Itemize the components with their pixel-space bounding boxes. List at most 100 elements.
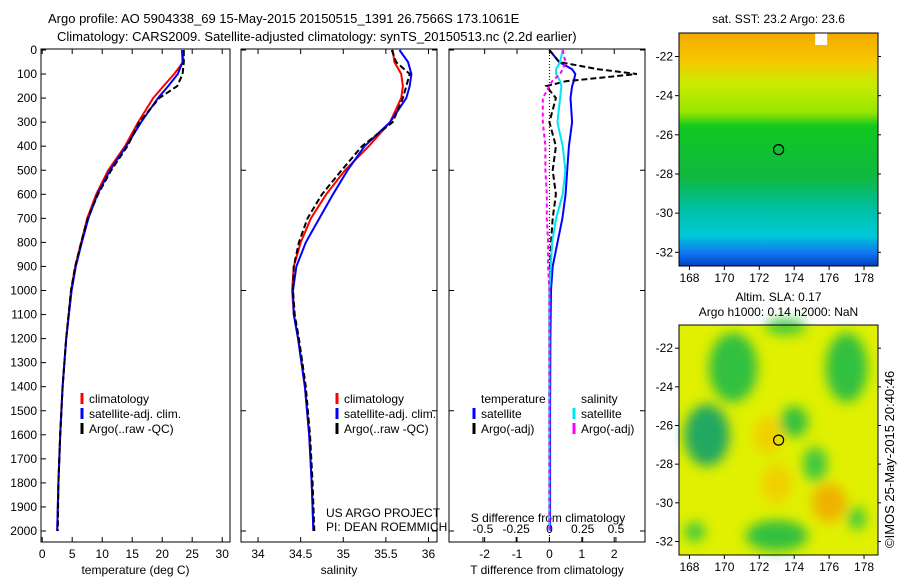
sla-map-title: Altim. SLA: 0.17 [735,290,821,304]
x-tick-label: 25 [186,547,200,561]
lat-tick-label: -22 [656,341,674,355]
x-tick-label: 35 [337,547,351,561]
sla-blob [745,520,808,552]
x-tick-label: 10 [96,547,110,561]
x-tick-label: 20 [156,547,170,561]
series-line-t-satellite [548,49,577,531]
project-label: US ARGO PROJECT [326,506,441,520]
lat-tick-label: -32 [656,245,674,259]
series-line-climatology [291,49,404,532]
lon-tick-label: 174 [784,271,804,285]
legend-label: Argo(-adj) [581,422,634,436]
lon-tick-label: 168 [679,271,699,285]
panel-frame-salinity [240,48,438,543]
lat-tick-label: -28 [656,457,674,471]
lon-tick-label: 172 [749,560,769,574]
sla-map-subtitle: Argo h1000: 0.14 h2000: NaN [699,305,858,319]
series-line-s-argo-adj- [541,49,567,531]
y-tick-label: 100 [17,67,37,81]
x-tick-label: 34 [251,547,265,561]
y-tick-label: 1200 [10,332,37,346]
x-tick-label: 35.5 [374,547,398,561]
panel-frame-difference [448,48,646,543]
sla-blob [848,506,866,530]
lat-tick-label: -26 [656,128,674,142]
lat-tick-label: -26 [656,419,674,433]
legend-header: salinity [581,392,618,406]
y-tick-label: 300 [17,115,37,129]
x-tick-label: 30 [216,547,230,561]
sla-map-frame [678,324,879,556]
x-tick-label: 2 [611,547,618,561]
y-tick-label: 1500 [10,404,37,418]
series-line-t-argo-adj- [544,49,638,531]
y-tick-label: 500 [17,163,37,177]
x-axis-label: salinity [321,563,358,577]
legend-label: satellite-adj. clim. [89,407,181,421]
y-tick-label: 1700 [10,452,37,466]
y-tick-label: 900 [17,259,37,273]
series-line-s-satellite [548,49,567,531]
sla-blob [825,332,868,403]
series-line-argo-raw-qc- [56,50,185,532]
y-tick-label: 1800 [10,476,37,490]
lat-tick-label: -30 [656,206,674,220]
sla-blob [764,319,807,335]
x-tick-label: 34.5 [289,547,313,561]
y-tick-label: 200 [17,91,37,105]
sst-map-field [679,33,878,266]
sla-blob [754,415,782,455]
lat-tick-label: -32 [656,534,674,548]
y-tick-label: 700 [17,211,37,225]
lon-tick-label: 176 [819,271,839,285]
legend-label: satellite [481,407,522,421]
legend-label: climatology [89,392,149,406]
lat-tick-label: -28 [656,167,674,181]
lon-tick-label: 178 [854,271,874,285]
sst-map-frame [678,32,879,267]
lon-tick-label: 176 [819,560,839,574]
argo-float-marker [773,434,785,446]
x-tick-label: 5 [69,547,76,561]
lon-tick-label: 174 [784,560,804,574]
title-line2: Climatology: CARS2009. Satellite-adjuste… [57,29,577,44]
x-tick-label: 15 [126,547,140,561]
sla-blob [684,404,730,467]
lon-tick-label: 178 [854,560,874,574]
sla-blob [761,464,793,503]
y-tick-label: 800 [17,235,37,249]
panel-frame-temperature [40,48,231,543]
sla-blob [811,483,847,523]
pi-label: PI: DEAN ROEMMICH [326,520,448,534]
series-line-climatology [56,50,185,532]
x-axis-label: temperature (deg C) [81,563,189,577]
lon-tick-label: 170 [714,271,734,285]
legend-label: climatology [344,392,404,406]
x-axis-label: T difference from climatology [470,563,624,577]
legend-label: satellite-adj. clim. [344,407,436,421]
y-tick-label: 1400 [10,380,37,394]
x-tick-label: 1 [578,547,585,561]
legend-label: satellite [581,407,622,421]
x2-tick-label: 0.25 [571,522,595,536]
missing-data-patch [815,33,828,45]
x-tick-label: -2 [479,547,490,561]
legend-label: Argo(..raw -QC) [344,422,429,436]
lon-tick-label: 172 [749,271,769,285]
series-line-argo-raw-qc- [291,49,411,532]
y-tick-label: 1900 [10,500,37,514]
legend-label: Argo(..raw -QC) [89,422,174,436]
series-line-satellite-adj-clim- [56,49,184,532]
y-tick-label: 400 [17,139,37,153]
legend-header: temperature [481,392,546,406]
legend-label: Argo(-adj) [481,422,534,436]
imos-stamp: ©IMOS 25-May-2015 20:40:46 [882,370,897,548]
y-tick-label: 1100 [11,308,37,322]
y-tick-label: 1600 [10,428,37,442]
lat-tick-label: -22 [656,49,674,63]
sla-blob [708,332,758,403]
y-tick-label: 0 [30,43,37,57]
lat-tick-label: -24 [656,89,674,103]
